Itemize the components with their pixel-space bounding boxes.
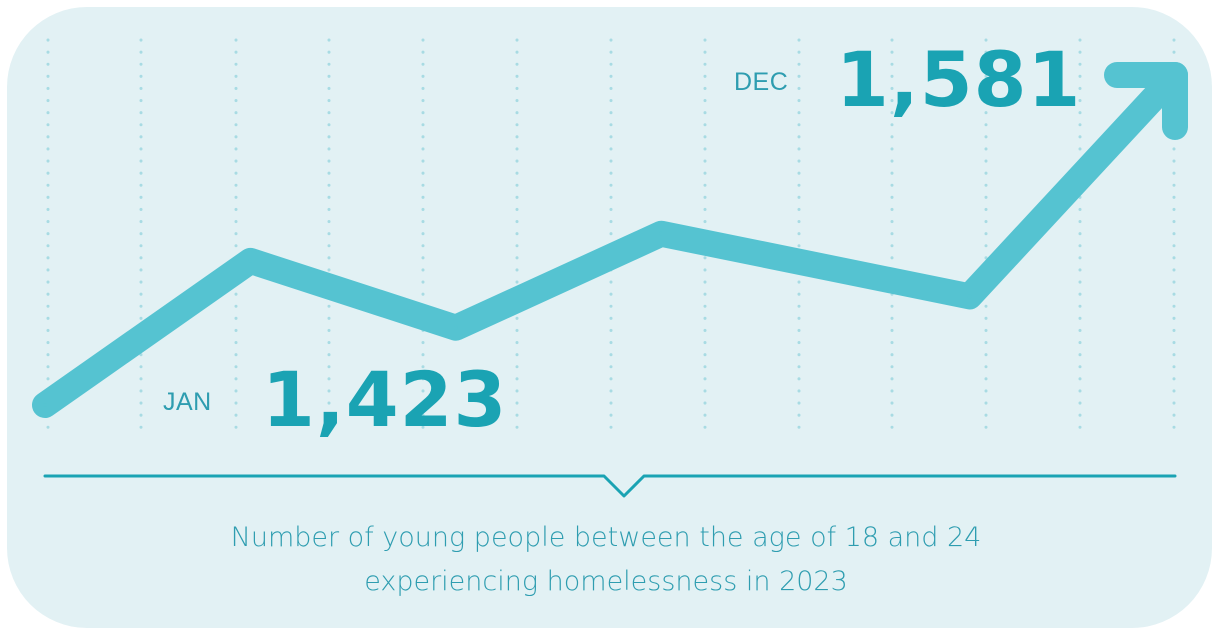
data-point-3 [453,325,458,330]
data-point-1 [43,403,47,407]
series-line [32,62,1188,418]
series-polyline [32,62,1188,418]
jan-value: 1,423 [262,355,508,444]
chart-card [7,7,1212,628]
dec-label: DEC [734,68,789,96]
data-point-2 [248,258,253,263]
bracket-path [43,474,1177,498]
data-point-5 [967,294,972,299]
data-point-4 [659,231,664,236]
caption-line-2: experiencing homelessness in 2023 [364,566,848,597]
x-bracket [43,474,1177,498]
arrowhead [1104,62,1188,140]
jan-label: JAN [163,388,212,416]
gridlines [46,38,1176,434]
caption-line-1: Number of young people between the age o… [230,522,982,553]
dec-value: 1,581 [836,35,1082,124]
